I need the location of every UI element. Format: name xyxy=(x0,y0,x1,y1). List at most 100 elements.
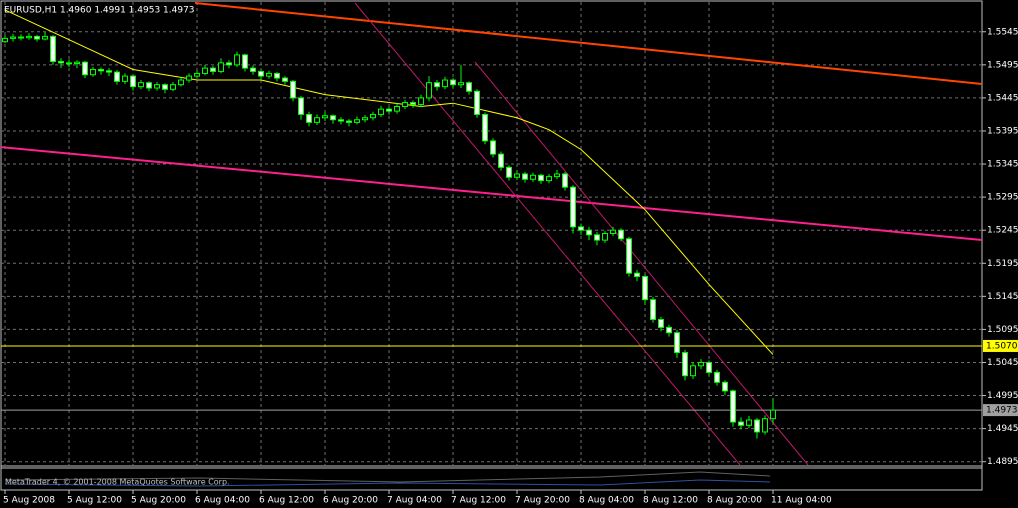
candle-body xyxy=(642,275,648,301)
channel-line xyxy=(354,2,741,465)
candle-body xyxy=(530,174,536,180)
candle-body xyxy=(34,35,40,40)
candle-body xyxy=(354,119,360,123)
candle-body xyxy=(170,84,176,90)
candle-body xyxy=(490,140,496,155)
copyright: MetaTrader 4, © 2001-2008 MetaQuotes Sof… xyxy=(5,478,230,487)
candle-body xyxy=(122,75,128,82)
candle-body xyxy=(370,113,376,119)
candle-body xyxy=(634,272,640,277)
y-tick-label: 1.5095 xyxy=(987,325,1018,335)
candle-body xyxy=(338,119,344,122)
candle-body xyxy=(538,174,544,182)
candle-body xyxy=(674,332,680,354)
candle-body xyxy=(418,97,424,106)
candle-body xyxy=(114,71,120,82)
indicator-line xyxy=(4,471,771,483)
candle-body xyxy=(266,72,272,77)
candle-body xyxy=(234,54,240,66)
candle-body xyxy=(130,75,136,88)
x-tick-label: 6 Aug 04:00 xyxy=(195,496,250,506)
candle-body xyxy=(226,62,232,66)
y-tick-label: 1.5295 xyxy=(987,193,1018,203)
candle-body xyxy=(346,120,352,123)
candle-body xyxy=(74,61,80,65)
candle-body xyxy=(18,36,24,39)
candle-body xyxy=(10,36,16,39)
candle-body xyxy=(50,35,56,63)
y-tick-label: 1.5045 xyxy=(987,358,1018,368)
x-tick-label: 7 Aug 20:00 xyxy=(515,496,570,506)
candle-body xyxy=(26,35,32,39)
candle-body xyxy=(250,67,256,72)
candle-body xyxy=(658,318,664,328)
candle-body xyxy=(690,365,696,377)
candle-body xyxy=(194,72,200,77)
candle-body xyxy=(66,62,72,65)
candle-body xyxy=(138,82,144,88)
candle-body xyxy=(754,419,760,433)
candle-body xyxy=(42,35,48,40)
x-tick-label: 8 Aug 12:00 xyxy=(643,496,698,506)
candle-body xyxy=(602,233,608,241)
y-tick-label: 1.5495 xyxy=(987,60,1018,70)
candle-body xyxy=(106,70,112,73)
candle-body xyxy=(610,229,616,234)
candle-body xyxy=(394,106,400,112)
frame xyxy=(0,0,983,491)
candle-body xyxy=(506,166,512,178)
candle-body xyxy=(522,173,528,180)
candle-body xyxy=(706,361,712,373)
candle-body xyxy=(298,97,304,115)
candle-body xyxy=(618,229,624,240)
candle-body xyxy=(722,381,728,392)
candle-body xyxy=(314,117,320,123)
candle-body xyxy=(714,371,720,383)
y-tick-label: 1.4895 xyxy=(987,457,1018,467)
candle-body xyxy=(90,68,96,76)
candle-body xyxy=(474,90,480,115)
candle-body xyxy=(402,102,408,108)
candle-body xyxy=(482,113,488,142)
price-label: 1.4973 xyxy=(986,406,1018,416)
candle-body xyxy=(218,62,224,72)
candle-body xyxy=(178,79,184,86)
y-tick-label: 1.5445 xyxy=(987,93,1018,103)
candle-body xyxy=(98,68,104,72)
candle-body xyxy=(562,173,568,188)
candle-body xyxy=(578,226,584,231)
y-tick-label: 1.5545 xyxy=(987,27,1018,37)
candle-body xyxy=(330,115,336,121)
candle-body xyxy=(682,352,688,377)
candle-body xyxy=(514,173,520,178)
candle-body xyxy=(282,77,288,82)
candle-body xyxy=(426,82,432,99)
indicator-line xyxy=(4,479,771,487)
candle-body xyxy=(594,234,600,241)
candle-body xyxy=(306,113,312,123)
x-tick-label: 7 Aug 04:00 xyxy=(387,496,442,506)
candle-body xyxy=(770,409,776,420)
x-tick-label: 8 Aug 04:00 xyxy=(579,496,634,506)
candle-body xyxy=(434,82,440,88)
channel-line xyxy=(474,61,809,465)
candle-body xyxy=(554,173,560,178)
trend-lines xyxy=(1,2,982,465)
y-tick-label: 1.5145 xyxy=(987,292,1018,302)
chart-title: EURUSD,H1 1.4960 1.4991 1.4953 1.4973 xyxy=(4,6,195,16)
x-tick-label: 5 Aug 20:00 xyxy=(131,496,186,506)
x-tick-label: 7 Aug 12:00 xyxy=(451,496,506,506)
candle-body xyxy=(458,82,464,86)
candle-body xyxy=(2,37,8,43)
grid xyxy=(1,2,982,465)
y-tick-label: 1.5245 xyxy=(987,226,1018,236)
candle-body xyxy=(698,361,704,367)
y-tick-label: 1.4945 xyxy=(987,424,1018,434)
candle-body xyxy=(450,79,456,86)
x-tick-label: 5 Aug 12:00 xyxy=(67,496,122,506)
candle-body xyxy=(586,229,592,236)
candle-body xyxy=(186,75,192,81)
candle-body xyxy=(746,419,752,426)
price-label-box xyxy=(983,339,1018,352)
y-tick-label: 1.5345 xyxy=(987,160,1018,170)
